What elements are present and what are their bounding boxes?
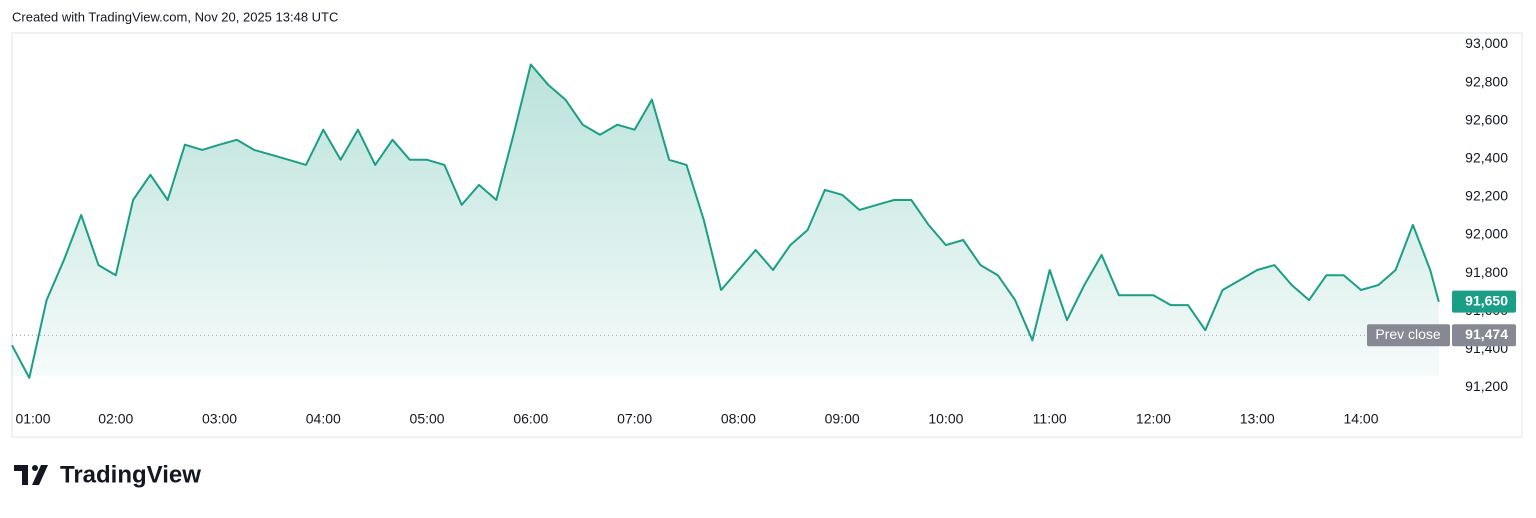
prev-close-badge [1452,324,1516,347]
header: Created with TradingView.com, Nov 20, 20… [12,9,338,24]
x-tick-label: 08:00 [721,411,756,427]
x-tick-label: 12:00 [1136,411,1171,427]
prev-close-name: Prev close [1375,326,1441,342]
price-line [11,63,1440,379]
x-tick-label: 03:00 [202,411,237,427]
x-tick-label: 09:00 [825,411,860,427]
prev-close-label: 91,474 [1465,326,1508,342]
y-tick-label: 92,200 [1465,188,1508,204]
y-tick-label: 91,200 [1465,378,1508,394]
y-tick-label: 92,000 [1465,226,1508,242]
area-fill [12,64,1439,378]
pane-border [11,32,1523,438]
logo: TradingView [14,461,201,488]
y-tick-label: 92,600 [1465,111,1508,127]
prev-close-name-badge [1367,324,1450,347]
y-tick-label: 91,800 [1465,264,1508,280]
x-tick-label: 07:00 [617,411,652,427]
x-tick-label: 01:00 [15,411,50,427]
last-label: 91,650 [1465,292,1508,308]
last-badge [1452,290,1516,313]
y-tick-label: 92,800 [1465,73,1508,89]
y-tick-label: 93,000 [1465,35,1508,51]
x-tick-label: 13:00 [1240,411,1275,427]
logo-text: TradingView [60,461,201,488]
x-tick-label: 14:00 [1343,411,1378,427]
x-tick-label: 11:00 [1033,411,1067,427]
y-tick-label: 92,400 [1465,150,1508,166]
x-tick-label: 04:00 [306,411,341,427]
x-tick-label: 10:00 [928,411,963,427]
x-tick-label: 05:00 [410,411,445,427]
x-tick-label: 06:00 [513,411,548,427]
x-tick-label: 02:00 [98,411,133,427]
